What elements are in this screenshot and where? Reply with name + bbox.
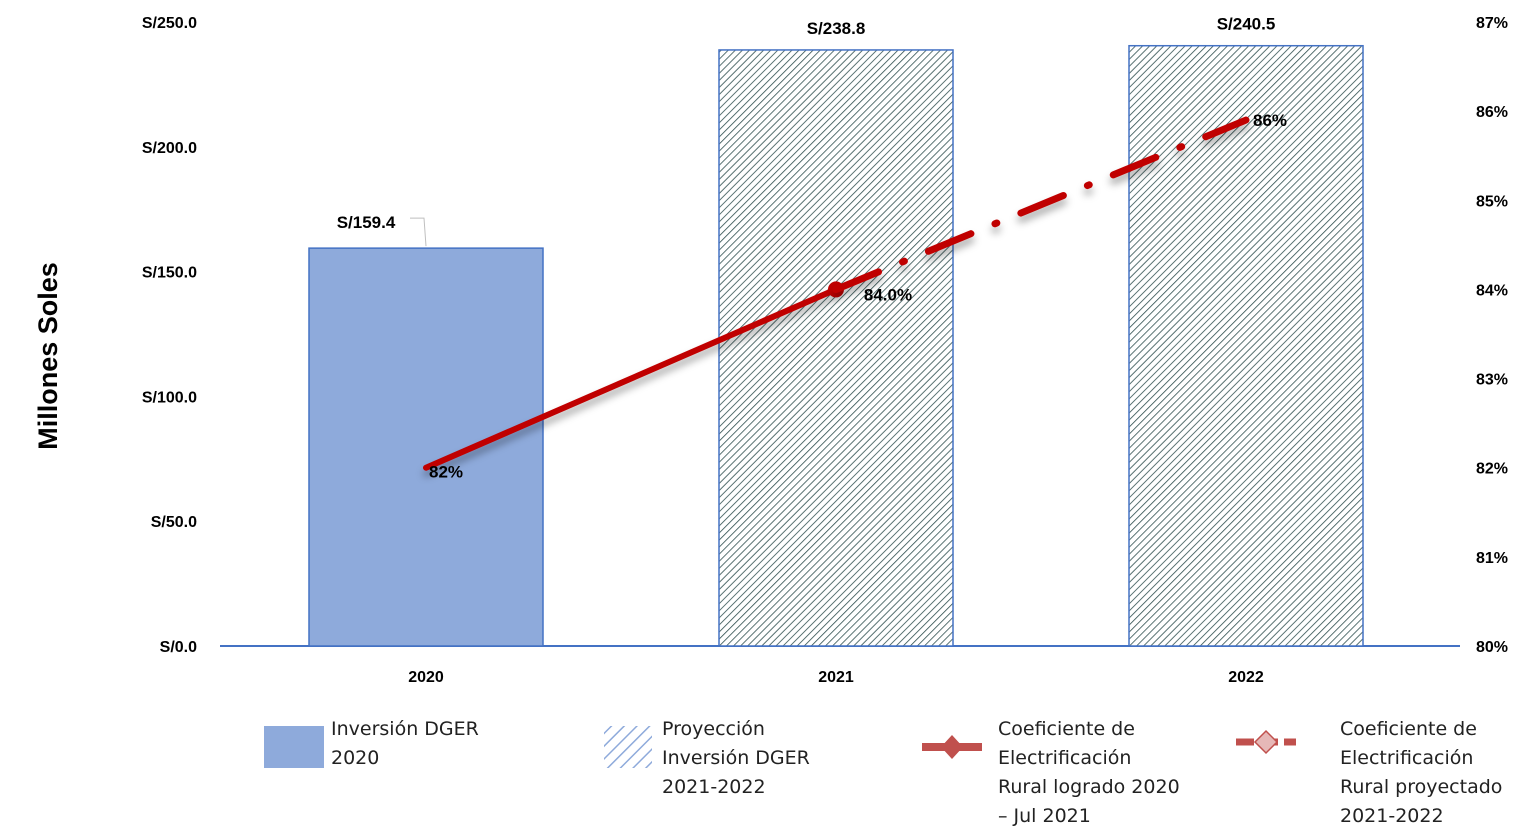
- bar-data-label: S/159.4: [337, 213, 396, 232]
- legend-diamond-marker: [941, 735, 963, 759]
- legend-item: Coeficiente de Electrificación Rural proye…: [1236, 718, 1502, 827]
- legend-item: Coeficiente de Electrificación Rural logra…: [922, 718, 1180, 827]
- legend-label: 2021-2022: [1340, 805, 1444, 827]
- legend-swatch-solid: [264, 726, 324, 768]
- legend-diamond-marker: [1253, 729, 1279, 755]
- legend-swatch-hatched: [604, 726, 652, 768]
- legend-item: Inversión DGER 2020: [264, 718, 479, 769]
- y2-tick-label: 86%: [1476, 104, 1508, 121]
- legend-label: 2020: [331, 747, 379, 769]
- y2-tick-label: 81%: [1476, 550, 1508, 567]
- y-tick-label: S/250.0: [142, 15, 197, 32]
- legend-label: Inversión DGER: [331, 718, 479, 740]
- x-tick-label: 2021: [818, 669, 854, 686]
- series-line: [832, 116, 1250, 293]
- y-axis-title: Millones Soles: [33, 262, 63, 450]
- legend-label: Inversión DGER: [662, 747, 810, 769]
- bars: S/159.4 S/238.8 S/240.5: [308, 15, 1364, 647]
- series-line: [423, 286, 839, 471]
- legend-label: Electrificación: [998, 747, 1131, 769]
- line-data-label: 86%: [1253, 111, 1287, 130]
- legend-item: Proyección Inversión DGER 2021-2022: [604, 718, 810, 798]
- y-tick-label: S/150.0: [142, 265, 197, 282]
- legend-label: Electrificación: [1340, 747, 1473, 769]
- bar-data-label: S/240.5: [1217, 15, 1276, 34]
- bar-data-label: S/238.8: [807, 19, 866, 38]
- y-tick-label: S/100.0: [142, 389, 197, 406]
- x-tick-label: 2020: [408, 669, 444, 686]
- legend-label: Coeficiente de: [998, 718, 1135, 740]
- axes: S/0.0 S/50.0 S/100.0 S/150.0 S/200.0 S/250.0 8…: [142, 15, 1508, 686]
- x-tick-label: 2022: [1228, 669, 1264, 686]
- legend: Inversión DGER 2020 Proyección Inversión DG…: [264, 718, 1502, 827]
- y-tick-label: S/200.0: [142, 140, 197, 157]
- legend-label: – Jul 2021: [998, 805, 1091, 827]
- bar-2022: [1128, 44, 1364, 647]
- bar-2020: [308, 247, 544, 647]
- data-label-leader: [410, 217, 427, 247]
- legend-label: Proyección: [662, 718, 765, 740]
- legend-label: 2021-2022: [662, 776, 766, 798]
- y2-tick-label: 82%: [1476, 461, 1508, 478]
- y2-tick-label: 87%: [1476, 15, 1508, 32]
- line-data-label: 84.0%: [864, 285, 912, 304]
- legend-label: Rural proyectado: [1340, 776, 1502, 798]
- line-data-label: 82%: [429, 463, 463, 482]
- y2-tick-label: 80%: [1476, 639, 1508, 656]
- y-tick-label: S/50.0: [151, 514, 197, 531]
- y-tick-label: S/0.0: [160, 639, 197, 656]
- legend-label: Rural logrado 2020: [998, 776, 1180, 798]
- y2-tick-label: 83%: [1476, 372, 1508, 389]
- y2-tick-label: 84%: [1476, 282, 1508, 299]
- lines: 82% 84.0% 86%: [423, 111, 1287, 482]
- legend-label: Coeficiente de: [1340, 718, 1477, 740]
- bar-2021: [718, 49, 954, 647]
- y2-tick-label: 85%: [1476, 193, 1508, 210]
